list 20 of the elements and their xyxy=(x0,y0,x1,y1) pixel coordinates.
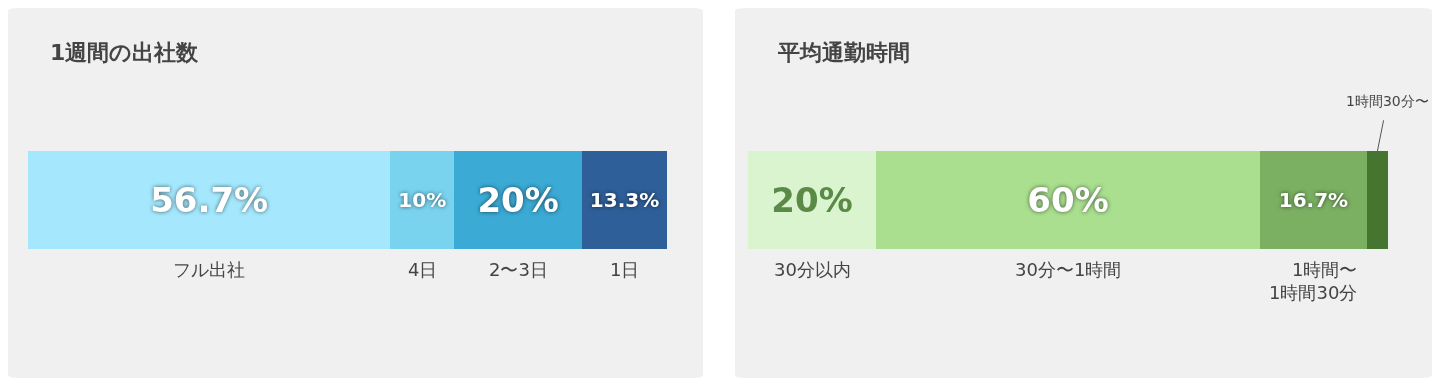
series-label: 4日 xyxy=(408,259,438,280)
series-label: 1日 xyxy=(610,259,640,280)
data-label: 13.3% xyxy=(589,188,660,212)
series-label: 30分〜1時間 xyxy=(1015,259,1122,280)
bar xyxy=(748,151,876,249)
text: 1時間30分〜 xyxy=(1346,93,1429,109)
series-label: 2〜3日 xyxy=(489,259,548,280)
series-label: フル出社 xyxy=(173,259,245,280)
data-label: 60% xyxy=(1027,180,1109,220)
data-label: 16.7% xyxy=(1278,188,1349,212)
series-label: 1時間〜 1時間30分 xyxy=(1269,259,1358,304)
bar xyxy=(1366,151,1388,249)
data-label: 56.7% xyxy=(150,180,269,220)
bar xyxy=(876,151,1260,249)
data-label: 20% xyxy=(477,180,559,220)
data-label: 20% xyxy=(771,180,853,220)
chart-title: 平均通勤時間 xyxy=(777,40,910,65)
series-label: 30分以内 xyxy=(774,259,851,280)
chart-title: 1週間の出社数 xyxy=(50,40,200,65)
data-label: 10% xyxy=(398,188,447,212)
